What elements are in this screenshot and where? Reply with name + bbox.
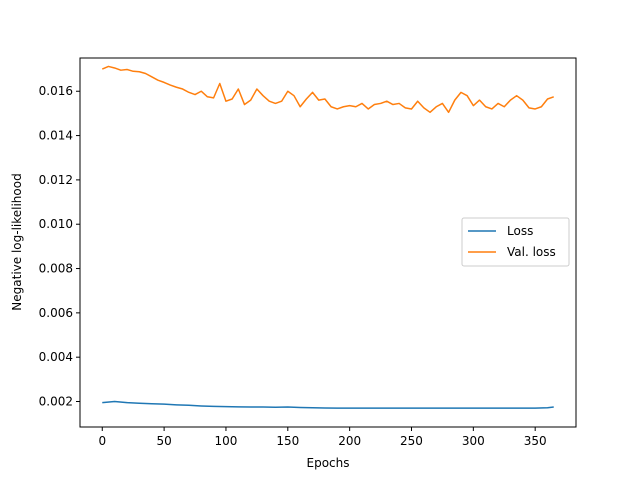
y-tick-label: 0.006 bbox=[39, 306, 73, 320]
x-tick-label: 50 bbox=[156, 434, 171, 448]
legend-label-loss: Loss bbox=[507, 224, 533, 238]
x-tick-label: 100 bbox=[215, 434, 238, 448]
x-axis-label: Epochs bbox=[307, 456, 350, 470]
plot-frame bbox=[79, 57, 577, 428]
y-tick-label: 0.014 bbox=[39, 129, 73, 143]
x-axis: 0 50 100 150 200 250 300 350 bbox=[98, 427, 547, 448]
x-tick-label: 150 bbox=[276, 434, 299, 448]
x-tick-label: 250 bbox=[400, 434, 423, 448]
series-line-val-loss bbox=[101, 65, 554, 114]
legend-label-val-loss: Val. loss bbox=[507, 245, 556, 259]
series-layer bbox=[101, 65, 554, 409]
legend: Loss Val. loss bbox=[461, 217, 570, 267]
y-axis: 0.002 0.004 0.006 0.008 0.010 0.012 0.014 0.016 bbox=[39, 84, 80, 409]
y-tick-label: 0.004 bbox=[39, 350, 73, 364]
y-tick-label: 0.008 bbox=[39, 262, 73, 276]
x-tick-label: 200 bbox=[338, 434, 361, 448]
y-tick-label: 0.012 bbox=[39, 173, 73, 187]
y-tick-label: 0.010 bbox=[39, 217, 73, 231]
series-line-loss bbox=[102, 400, 554, 409]
y-tick-label: 0.016 bbox=[39, 84, 73, 98]
legend-box bbox=[461, 217, 570, 267]
x-tick-label: 300 bbox=[462, 434, 485, 448]
x-tick-label: 0 bbox=[98, 434, 106, 448]
y-axis-label: Negative log-likelihood bbox=[10, 173, 24, 310]
y-tick-label: 0.002 bbox=[39, 395, 73, 409]
x-tick-label: 350 bbox=[524, 434, 547, 448]
